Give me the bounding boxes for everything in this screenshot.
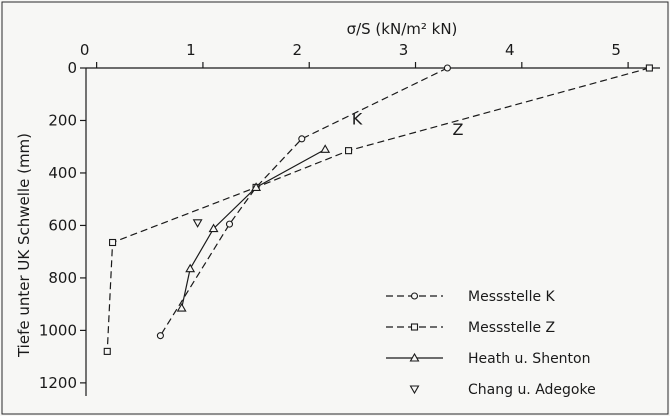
legend-label-1: Messstelle K bbox=[468, 289, 556, 305]
legend-item-3: Heath u. Shenton bbox=[386, 351, 590, 367]
legend-marker-4 bbox=[409, 385, 420, 395]
series-2-line bbox=[106, 67, 650, 352]
series-2 bbox=[103, 64, 653, 355]
legend-item-4: Chang u. Adegoke bbox=[409, 382, 596, 398]
legend-item-1: Messstelle K bbox=[386, 289, 556, 305]
x-tick-label-0: 0 bbox=[80, 41, 90, 59]
series-layer bbox=[103, 64, 653, 355]
annotation-layer: KZ bbox=[352, 109, 464, 138]
x-tick-label-3: 3 bbox=[399, 41, 409, 59]
y-tick-label-600: 600 bbox=[48, 216, 77, 234]
x-tick-label-1: 1 bbox=[186, 41, 196, 59]
series-3-point-5 bbox=[176, 302, 187, 312]
legend: Messstelle K Messstelle Z Heath u. Shenton… bbox=[386, 289, 596, 398]
x-tick-label-2: 2 bbox=[292, 41, 302, 59]
legend-marker-1 bbox=[410, 292, 419, 300]
legend-label-4: Chang u. Adegoke bbox=[468, 382, 596, 398]
series-1-line bbox=[159, 67, 448, 336]
y-tick-label-400: 400 bbox=[48, 164, 77, 182]
series-1-point-2 bbox=[298, 135, 306, 143]
legend-item-2: Messstelle Z bbox=[386, 320, 555, 336]
x-tick-label-4: 4 bbox=[505, 41, 515, 59]
series-3-line bbox=[181, 148, 326, 309]
series-3 bbox=[176, 144, 331, 312]
y-tick-label-1200: 1200 bbox=[39, 374, 77, 392]
series-2-point-4 bbox=[109, 238, 117, 247]
series-1-point-4 bbox=[225, 220, 234, 228]
series-1 bbox=[156, 64, 451, 340]
series-1-point-5 bbox=[156, 332, 164, 340]
x-axis-title: σ/S (kN/m² kN) bbox=[347, 20, 458, 38]
series-1-point-1 bbox=[443, 64, 451, 72]
series-4 bbox=[192, 219, 203, 228]
series-3-point-1 bbox=[320, 144, 331, 153]
legend-label-3: Heath u. Shenton bbox=[468, 351, 590, 367]
series-2-point-1 bbox=[645, 64, 653, 72]
axes: 0 1 2 3 4 5 0 200 400 600 800 1000 1200 bbox=[39, 41, 660, 396]
legend-marker-2 bbox=[410, 323, 419, 331]
legend-label-2: Messstelle Z bbox=[468, 320, 555, 336]
y-tick-label-800: 800 bbox=[48, 269, 77, 287]
x-tick-label-5: 5 bbox=[611, 41, 621, 59]
series-3-point-4 bbox=[185, 263, 196, 273]
curve-label-K: K bbox=[352, 109, 363, 128]
y-axis-title: Tiefe unter UK Schwelle (mm) bbox=[15, 133, 33, 358]
y-tick-label-200: 200 bbox=[48, 111, 77, 129]
legend-marker-3 bbox=[409, 352, 420, 362]
curve-label-Z: Z bbox=[453, 120, 464, 139]
y-tick-label-0: 0 bbox=[67, 59, 77, 77]
series-3-point-3 bbox=[208, 223, 219, 233]
series-3-point-2 bbox=[251, 182, 262, 191]
y-tick-label-1000: 1000 bbox=[39, 321, 77, 339]
series-4-point-1 bbox=[192, 219, 203, 228]
series-2-point-2 bbox=[345, 147, 353, 155]
series-2-point-5 bbox=[103, 347, 111, 355]
